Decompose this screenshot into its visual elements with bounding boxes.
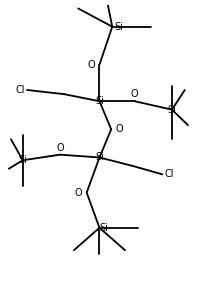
Text: O: O xyxy=(74,188,82,198)
Text: Cl: Cl xyxy=(16,85,25,95)
Text: Si: Si xyxy=(114,22,123,32)
Text: Si: Si xyxy=(95,96,104,106)
Text: Cl: Cl xyxy=(164,169,173,179)
Text: Si: Si xyxy=(168,105,176,115)
Text: Si: Si xyxy=(99,223,108,233)
Text: O: O xyxy=(87,60,95,70)
Text: Si: Si xyxy=(95,153,104,162)
Text: O: O xyxy=(116,124,124,134)
Text: O: O xyxy=(131,89,138,99)
Text: O: O xyxy=(56,143,64,153)
Text: Si: Si xyxy=(18,155,27,165)
